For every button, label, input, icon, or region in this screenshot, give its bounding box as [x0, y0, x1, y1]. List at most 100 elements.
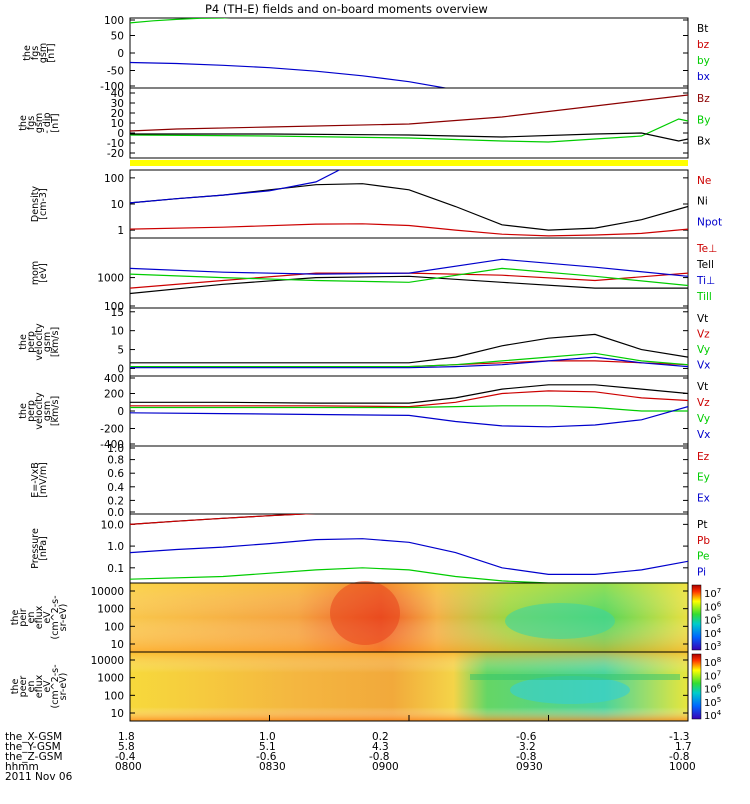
xrow-ygsm: the_Y-GSM 5.8 5.1 4.3 3.2 1.7: [5, 741, 745, 753]
panel-fgs_fixed: 100 50 0 -50 -100 Bt bz by bx: [100, 0, 710, 93]
series-perp_vel_small-Vt: [130, 333, 688, 364]
legend-bx: bx: [697, 71, 710, 83]
y-tick-label: -200: [100, 424, 124, 436]
legend-Vt: Vt: [697, 381, 708, 393]
y-tick-label: 0.2: [107, 495, 124, 507]
series-fgs_fixed-by: [130, 18, 231, 24]
legend-Bt: Bt: [697, 23, 708, 35]
panel-pressure: 10.0 1.0 0.1 Pt Pb Pe Pi: [101, 513, 710, 584]
y-axis-label-line: gsm: [42, 401, 53, 421]
legend-Till: Till: [696, 291, 712, 303]
xrow-zgsm: the_Z-GSM -0.4 -0.6 -0.8 -0.8 -0.8: [5, 751, 745, 763]
legend-Ni: Ni: [697, 196, 708, 208]
colorbar-tick: 105: [704, 696, 721, 709]
tick-value: -0.8: [369, 751, 390, 763]
y-tick-label: 10: [111, 118, 124, 130]
series-pressure-Pe: [130, 567, 688, 583]
tick-value: 1.8: [118, 731, 135, 743]
y-axis-label: mom[eV]: [30, 261, 49, 285]
tick-value: 1.0: [259, 731, 276, 743]
y-axis-label-line: [eV]: [38, 263, 49, 283]
y-tick-label: 100: [104, 15, 124, 27]
legend-Bx: Bx: [697, 136, 710, 148]
y-tick-label: 1000: [97, 673, 124, 685]
legend-Vy: Vy: [697, 344, 710, 356]
legend-Vx: Vx: [697, 360, 710, 372]
panel-frame: [129, 87, 689, 159]
y-axis-label-line: [mV/m]: [38, 462, 49, 498]
legend-Vz: Vz: [697, 329, 710, 341]
y-axis-label-line: en: [26, 681, 37, 693]
tick-value: 0830: [259, 761, 286, 773]
y-tick-label: -100: [100, 81, 124, 93]
colorbar-tick: 107: [704, 669, 721, 682]
legend-Npot: Npot: [697, 216, 722, 228]
tick-value: -0.8: [669, 751, 690, 763]
y-axis-label-line: the: [18, 115, 29, 131]
y-tick-label: 1: [117, 225, 124, 237]
y-tick-label: 10: [111, 326, 124, 338]
colorbar-tick: 104: [704, 709, 722, 722]
y-axis-label-line: sr-eV): [58, 604, 69, 632]
y-tick-label: 0: [117, 128, 124, 140]
y-axis-label-line: [nPa]: [38, 536, 49, 561]
y-axis-label: Density[cm-3]: [30, 186, 49, 222]
y-tick-label: -20: [107, 148, 124, 160]
tick-value: -0.8: [516, 751, 537, 763]
y-axis-label-line: the: [10, 610, 21, 626]
y-axis-label-line: mom: [30, 261, 41, 285]
panel-perp_vel_large: 400 200 0 -200 -400 Vt Vz Vy Vx: [100, 373, 710, 451]
y-axis-label-line: fgs: [30, 46, 41, 60]
y-axis-label-line: perp: [26, 331, 37, 353]
y-tick-label: 1000: [97, 273, 124, 285]
y-axis-label-line: Pressure: [30, 528, 41, 569]
series-perp_vel_small-Vx: [130, 356, 688, 369]
tick-value: -0.6: [516, 731, 537, 743]
y-axis-label-line: Density: [30, 186, 41, 222]
y-axis-label-line: [km/s]: [50, 396, 61, 426]
series-perp_vel_large-Vz: [130, 390, 688, 408]
tick-value: 0800: [115, 761, 142, 773]
panel-frame: [129, 513, 689, 584]
tick-value: 4.3: [372, 741, 389, 753]
series-perp_vel_large-Vt: [130, 384, 688, 404]
tick-value: 0930: [516, 761, 543, 773]
y-tick-label: 30: [111, 98, 124, 110]
y-axis-label-line: eV: [42, 680, 53, 693]
series-fgs_dip-Bz: [130, 94, 688, 132]
panel-e_vxb: 1.00.80.6 0.40.20.0 Ez Ey Ex: [107, 443, 710, 519]
y-axis-label-line: [nT]: [50, 113, 61, 132]
y-axis-label-line: en: [26, 612, 37, 624]
series-pressure-Pb: [130, 514, 317, 525]
y-tick-label: 10: [111, 639, 124, 651]
y-axis-label-line: eV: [42, 611, 53, 624]
y-axis-label-line: (cm^2-s-: [50, 596, 61, 640]
xrow-label: the_Y-GSM: [5, 741, 61, 753]
date-label: 2011 Nov 06: [5, 771, 73, 783]
xrow-label: the_X-GSM: [5, 731, 63, 743]
legend-Vy: Vy: [697, 413, 710, 425]
legend-Ti⊥: Ti⊥: [696, 275, 715, 287]
y-axis-label-line: velocity: [34, 392, 45, 430]
series-fgs_fixed-bz: [130, 0, 223, 1]
colorbar-scale: [691, 653, 702, 720]
y-axis-label-line: - dip: [42, 112, 53, 133]
y-tick-label: 10000: [91, 586, 124, 598]
series-density-Ne: [130, 223, 688, 237]
y-tick-label: 0: [117, 363, 124, 375]
y-tick-label: 1.0: [107, 443, 124, 455]
panel-frame: [129, 445, 689, 515]
y-axis-label-line: peir: [18, 608, 29, 627]
series-density-Npot: [130, 170, 340, 204]
y-tick-label: 0: [117, 48, 124, 60]
y-axis-label-line: sr-eV): [58, 673, 69, 701]
panel-frame: [129, 17, 689, 89]
y-tick-label: 15: [111, 307, 124, 319]
y-tick-label: 10.0: [101, 519, 124, 531]
y-axis-label-line: velocity: [34, 323, 45, 361]
